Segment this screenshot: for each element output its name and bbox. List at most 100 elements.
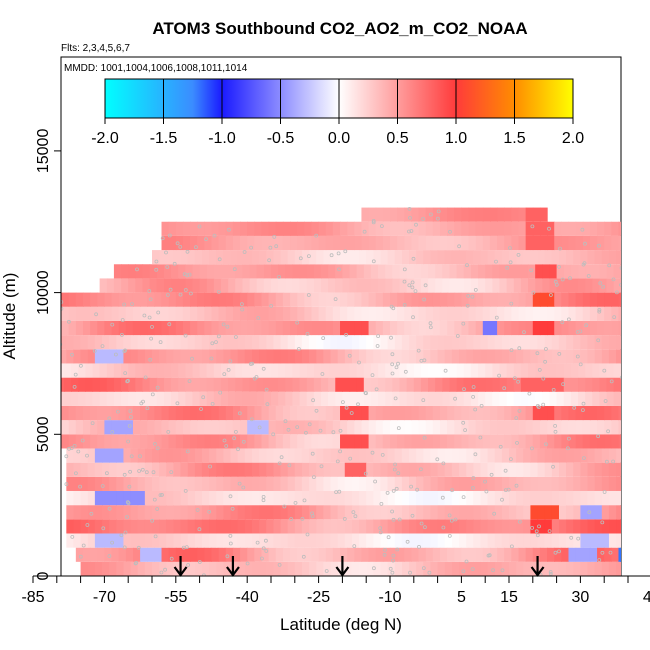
heatmap-cell bbox=[494, 462, 503, 477]
heatmap-cell bbox=[592, 278, 601, 293]
heatmap-cell bbox=[582, 434, 591, 449]
heatmap-cell bbox=[194, 561, 203, 576]
heatmap-cell bbox=[594, 490, 603, 506]
heatmap-cell bbox=[325, 235, 334, 251]
heatmap-cell bbox=[532, 221, 541, 236]
heatmap-cell bbox=[528, 377, 536, 392]
heatmap-cell bbox=[256, 391, 265, 406]
colorbar-tick-label: 1.5 bbox=[503, 130, 525, 147]
heatmap-cell bbox=[638, 335, 646, 349]
heatmap-cell bbox=[509, 462, 517, 477]
heatmap-cell bbox=[489, 434, 498, 449]
altitude-band bbox=[61, 335, 646, 350]
heatmap-cell bbox=[225, 547, 234, 562]
heatmap-cell bbox=[259, 519, 267, 534]
heatmap-cell bbox=[451, 335, 460, 350]
heatmap-cell bbox=[549, 264, 558, 279]
heatmap-cell bbox=[428, 278, 436, 293]
heatmap-cell bbox=[423, 533, 432, 548]
heatmap-cell bbox=[116, 448, 125, 463]
heatmap-cell bbox=[163, 391, 172, 406]
heatmap-cell bbox=[237, 462, 246, 477]
heatmap-cell bbox=[382, 547, 391, 562]
heatmap-cell bbox=[501, 250, 510, 265]
heatmap-cell bbox=[149, 278, 158, 293]
heatmap-cell bbox=[111, 405, 120, 421]
heatmap-cell bbox=[294, 349, 303, 364]
sample-point bbox=[261, 366, 266, 371]
sample-point bbox=[337, 267, 341, 272]
heatmap-cell bbox=[261, 235, 270, 251]
heatmap-cell bbox=[149, 391, 158, 406]
sample-point bbox=[100, 484, 105, 488]
heatmap-cell bbox=[439, 405, 448, 421]
heatmap-cell bbox=[166, 519, 175, 534]
heatmap-cell bbox=[397, 207, 405, 222]
sample-point bbox=[509, 544, 514, 549]
heatmap-cell bbox=[378, 264, 386, 279]
heatmap-cell bbox=[447, 420, 455, 435]
heatmap-cell bbox=[187, 505, 196, 520]
heatmap-cell bbox=[354, 306, 363, 321]
heatmap-cell bbox=[623, 562, 631, 576]
sample-point bbox=[324, 569, 329, 573]
heatmap-cell bbox=[247, 292, 255, 307]
sample-point bbox=[602, 368, 607, 373]
heatmap-cell bbox=[356, 391, 365, 406]
sample-point bbox=[209, 356, 214, 361]
heatmap-cell bbox=[102, 519, 110, 534]
heatmap-cell bbox=[463, 377, 472, 392]
heatmap-cell bbox=[568, 235, 577, 251]
heatmap-cell bbox=[342, 363, 351, 378]
heatmap-cell bbox=[351, 250, 360, 265]
heatmap-cell bbox=[330, 250, 339, 265]
heatmap-cell bbox=[466, 349, 474, 364]
heatmap-cell bbox=[211, 434, 220, 449]
sample-point bbox=[158, 493, 163, 498]
heatmap-cell bbox=[544, 519, 553, 534]
sample-point bbox=[596, 434, 600, 439]
heatmap-cell bbox=[437, 476, 446, 491]
heatmap-cell bbox=[575, 405, 584, 421]
heatmap-cell bbox=[132, 306, 141, 321]
sample-point bbox=[549, 293, 553, 297]
heatmap-cell bbox=[206, 363, 215, 378]
heatmap-cell bbox=[104, 320, 113, 336]
heatmap-cell bbox=[299, 264, 308, 279]
heatmap-cell bbox=[530, 490, 539, 506]
heatmap-cell bbox=[351, 448, 360, 463]
heatmap-cell bbox=[218, 405, 227, 421]
heatmap-cell bbox=[368, 207, 377, 222]
sample-point bbox=[494, 259, 498, 264]
heatmap-cell bbox=[152, 561, 160, 576]
heatmap-cell bbox=[428, 377, 436, 392]
heatmap-cell bbox=[478, 264, 486, 279]
heatmap-cell bbox=[244, 349, 253, 364]
sample-point bbox=[160, 492, 164, 497]
heatmap-cell bbox=[116, 462, 125, 477]
heatmap-cell bbox=[154, 292, 163, 307]
heatmap-cell bbox=[573, 250, 581, 265]
heatmap-cell bbox=[161, 306, 170, 321]
heatmap-cell bbox=[482, 547, 491, 562]
heatmap-cell bbox=[297, 292, 305, 307]
sample-point bbox=[254, 375, 259, 379]
heatmap-cell bbox=[594, 349, 603, 364]
heatmap-cell bbox=[273, 462, 282, 477]
heatmap-cell bbox=[401, 533, 410, 548]
heatmap-cell bbox=[640, 434, 648, 448]
heatmap-cell bbox=[594, 519, 603, 534]
heatmap-cell bbox=[144, 561, 153, 576]
heatmap-cell bbox=[459, 250, 467, 265]
sample-point bbox=[107, 506, 112, 511]
sample-point bbox=[212, 233, 217, 238]
heatmap-cell bbox=[268, 434, 277, 449]
sample-point bbox=[216, 289, 221, 294]
sample-point bbox=[624, 312, 627, 315]
heatmap-cell bbox=[635, 264, 643, 278]
heatmap-cell bbox=[337, 533, 346, 548]
sample-point bbox=[351, 510, 356, 514]
heatmap-cell bbox=[111, 320, 120, 336]
heatmap-cell bbox=[399, 264, 408, 279]
heatmap-cell bbox=[318, 320, 327, 336]
